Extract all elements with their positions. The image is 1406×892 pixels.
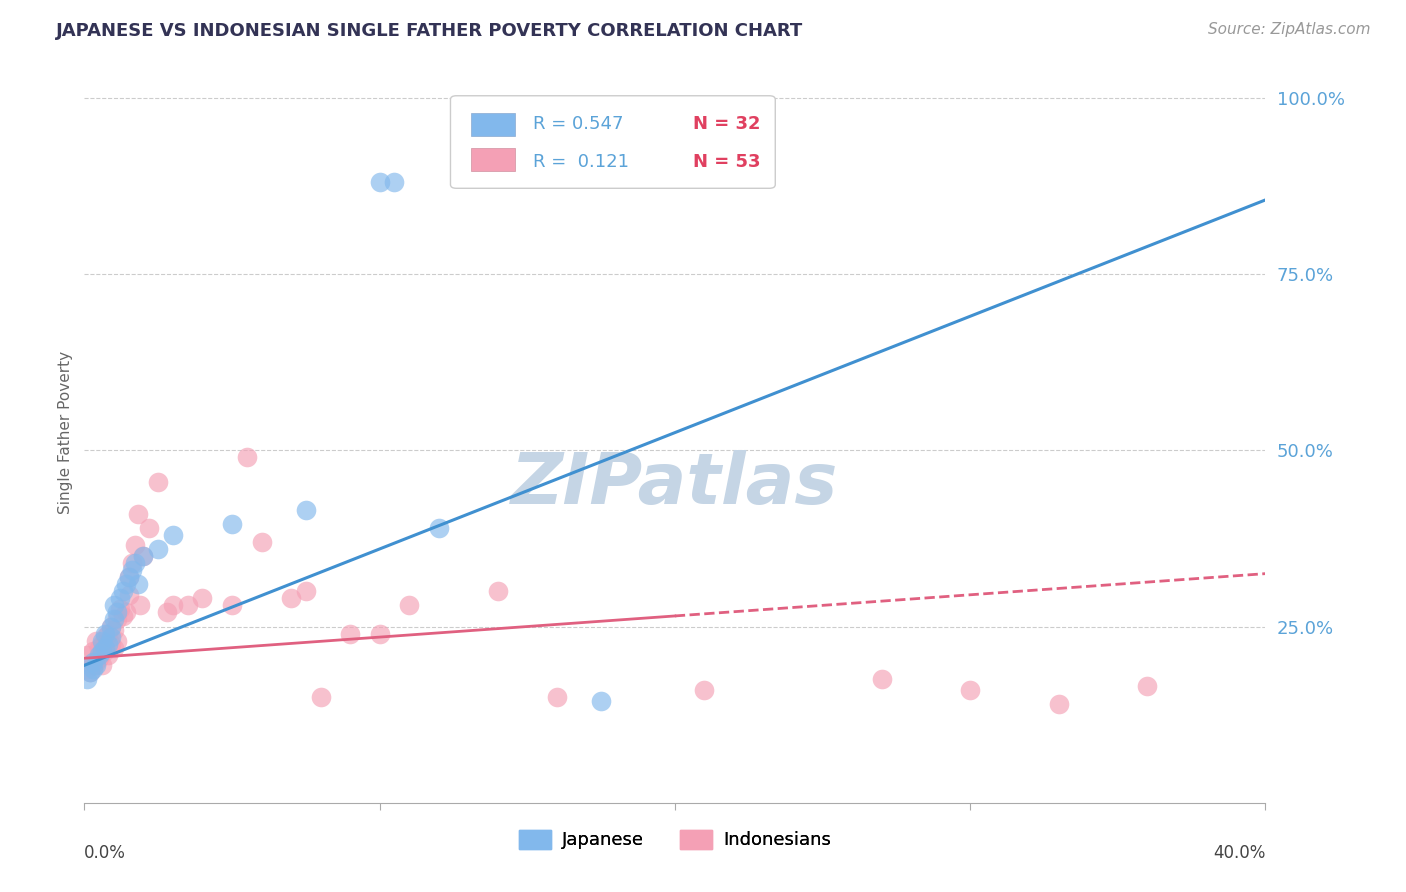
Point: [111, 584, 134, 599]
Point: [103, 640, 125, 655]
Point: [97, 648, 120, 662]
Point: [82, 655, 104, 669]
Point: [121, 556, 143, 570]
Point: [156, 606, 179, 620]
Point: [108, 591, 131, 606]
FancyBboxPatch shape: [471, 147, 516, 171]
Point: [105, 633, 128, 648]
Point: [105, 606, 128, 620]
Point: [103, 599, 125, 613]
Point: [82, 644, 104, 658]
Point: [280, 591, 302, 606]
Point: [100, 637, 122, 651]
Point: [127, 577, 149, 591]
Point: [148, 541, 170, 556]
Point: [91, 637, 114, 651]
Point: [100, 630, 122, 644]
Point: [82, 658, 104, 673]
Y-axis label: Single Father Poverty: Single Father Poverty: [58, 351, 73, 514]
Point: [76, 648, 98, 662]
Point: [94, 640, 117, 655]
Point: [382, 175, 406, 189]
Point: [177, 599, 200, 613]
Point: [114, 606, 136, 620]
Point: [118, 588, 141, 602]
Point: [94, 644, 117, 658]
Point: [87, 651, 111, 665]
Point: [129, 599, 152, 613]
Point: [693, 683, 716, 698]
Point: [118, 570, 141, 584]
Text: N = 53: N = 53: [693, 153, 761, 171]
Text: 40.0%: 40.0%: [1213, 844, 1265, 862]
Point: [111, 609, 134, 624]
Point: [84, 633, 107, 648]
Point: [100, 619, 122, 633]
Legend: Japanese, Indonesians: Japanese, Indonesians: [512, 823, 838, 856]
Text: R = 0.547: R = 0.547: [533, 115, 624, 133]
Point: [79, 665, 101, 680]
Point: [97, 637, 120, 651]
Point: [97, 626, 120, 640]
Point: [486, 584, 509, 599]
Point: [105, 612, 128, 626]
Point: [87, 640, 111, 655]
Point: [127, 507, 149, 521]
Point: [100, 619, 122, 633]
Point: [191, 591, 214, 606]
Point: [295, 503, 318, 517]
Point: [84, 655, 107, 669]
Point: [79, 665, 101, 680]
Text: Source: ZipAtlas.com: Source: ZipAtlas.com: [1208, 22, 1371, 37]
Point: [1047, 697, 1070, 711]
Point: [221, 599, 243, 613]
Point: [368, 626, 391, 640]
Point: [118, 570, 141, 584]
Point: [132, 549, 155, 563]
Text: ZIPatlas: ZIPatlas: [512, 450, 838, 519]
Point: [124, 538, 146, 552]
Point: [84, 658, 107, 673]
Point: [546, 690, 568, 704]
Point: [236, 450, 259, 465]
Point: [1136, 680, 1159, 694]
Point: [87, 648, 111, 662]
FancyBboxPatch shape: [450, 95, 775, 188]
Text: JAPANESE VS INDONESIAN SINGLE FATHER POVERTY CORRELATION CHART: JAPANESE VS INDONESIAN SINGLE FATHER POV…: [56, 22, 803, 40]
Text: 0.0%: 0.0%: [84, 844, 127, 862]
Point: [870, 673, 893, 687]
Point: [162, 528, 184, 542]
Point: [94, 630, 117, 644]
Point: [339, 626, 361, 640]
Point: [398, 599, 420, 613]
Point: [250, 535, 273, 549]
FancyBboxPatch shape: [471, 112, 516, 136]
Point: [114, 577, 136, 591]
Point: [295, 584, 318, 599]
Point: [76, 662, 98, 676]
Point: [103, 612, 125, 626]
Point: [108, 602, 131, 616]
Point: [959, 683, 981, 698]
Point: [368, 175, 391, 189]
Point: [91, 644, 114, 658]
Point: [76, 673, 98, 687]
Text: R =  0.121: R = 0.121: [533, 153, 628, 171]
Point: [82, 662, 104, 676]
Point: [138, 521, 160, 535]
Point: [132, 549, 155, 563]
Point: [162, 599, 184, 613]
Text: N = 32: N = 32: [693, 115, 761, 133]
Point: [309, 690, 332, 704]
Point: [148, 475, 170, 489]
Point: [121, 563, 143, 577]
Point: [91, 658, 114, 673]
Point: [94, 626, 117, 640]
Point: [91, 633, 114, 648]
Point: [591, 693, 613, 707]
Point: [103, 623, 125, 637]
Point: [124, 556, 146, 570]
Point: [221, 517, 243, 532]
Point: [427, 521, 450, 535]
